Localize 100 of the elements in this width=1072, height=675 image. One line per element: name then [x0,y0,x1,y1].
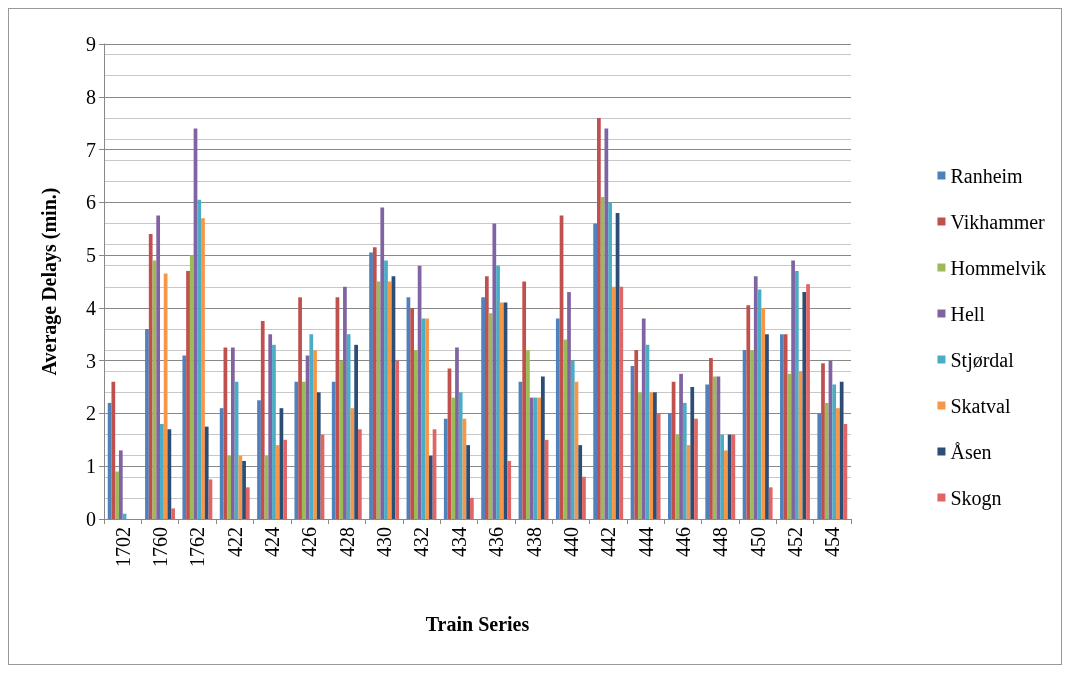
y-tick-label: 0 [86,508,96,530]
bar [118,450,123,519]
bar [260,321,265,519]
bar [667,413,672,519]
bar [783,334,788,519]
legend-label: Stjørdal [950,348,1015,372]
bar [765,334,769,519]
bar [115,471,119,519]
bar [414,350,418,519]
bar [339,360,344,519]
x-tick-label: 1762 [186,527,209,567]
bar [641,318,646,519]
bar [496,265,500,519]
legend-label: Ranheim [950,164,1024,187]
bar [309,334,314,519]
bar [197,199,202,519]
bar [470,497,474,519]
bar [675,434,680,519]
bar [780,334,784,519]
x-tick-label: 422 [223,527,246,557]
bar [824,402,829,519]
legend-label: Hommelvik [950,256,1046,279]
bar [369,252,373,519]
bar [387,281,392,519]
bar [604,128,609,519]
bar [354,344,358,519]
bar [634,350,639,519]
bar [570,360,575,519]
bar [529,397,534,519]
bar [425,318,429,519]
bar [679,373,683,519]
bar [443,418,448,519]
bar [421,318,426,519]
bar [186,270,190,519]
x-tick-label: 424 [261,527,284,557]
x-tick-label: 442 [597,527,620,557]
bar [638,392,642,519]
bar [357,429,362,519]
x-tick-label: 432 [410,527,433,557]
bar [316,392,321,519]
bar [836,408,840,519]
bar [619,286,624,519]
bar [230,347,235,519]
bar [522,281,527,519]
y-tick-label: 4 [86,296,96,319]
bar [526,350,530,519]
bar [794,270,799,519]
x-tick-label: 434 [447,527,470,557]
bar [761,307,766,519]
bar [720,434,725,519]
bar [451,397,456,519]
bar [563,339,568,519]
legend-label: Hell [950,302,986,325]
bar [832,384,837,519]
bar [753,276,758,519]
bar [690,387,695,519]
bar [712,376,717,519]
x-axis-title: Train Series [425,613,530,635]
bar [238,455,243,519]
bar [372,247,377,519]
bar [428,455,433,519]
bar [484,276,489,519]
y-tick-label: 2 [86,402,96,425]
legend-label: Vikhammer [950,210,1046,233]
bar [294,381,299,519]
y-axis-title: Average Delays (min.) [38,187,61,376]
bar [821,363,825,519]
x-tick-label: 1702 [111,527,134,567]
bar [455,347,459,519]
bar [791,260,795,519]
bar [160,424,164,519]
x-tick-label: 450 [746,527,769,557]
bar [384,260,388,519]
bar [466,445,471,519]
bar [507,460,512,519]
bar [395,360,400,519]
bar [189,255,194,519]
bar [582,476,586,519]
y-tick-label: 5 [86,244,96,267]
bar [709,358,713,519]
bar [167,429,172,519]
bar [301,381,306,519]
bar [597,117,601,519]
bar [656,413,661,519]
legend-label: Åsen [950,440,992,463]
bar [171,508,175,519]
bar [268,334,273,519]
bar [111,381,116,519]
bar [537,397,541,519]
bar [245,487,250,519]
bar [578,445,583,519]
x-tick-label: 444 [634,527,657,557]
x-tick-label: 446 [671,527,694,557]
bar [839,381,844,519]
x-tick-label: 440 [559,527,582,557]
y-tick-label: 7 [86,138,96,161]
bar [481,297,485,519]
bar [272,344,276,519]
bar [608,202,612,519]
bar [242,460,246,519]
